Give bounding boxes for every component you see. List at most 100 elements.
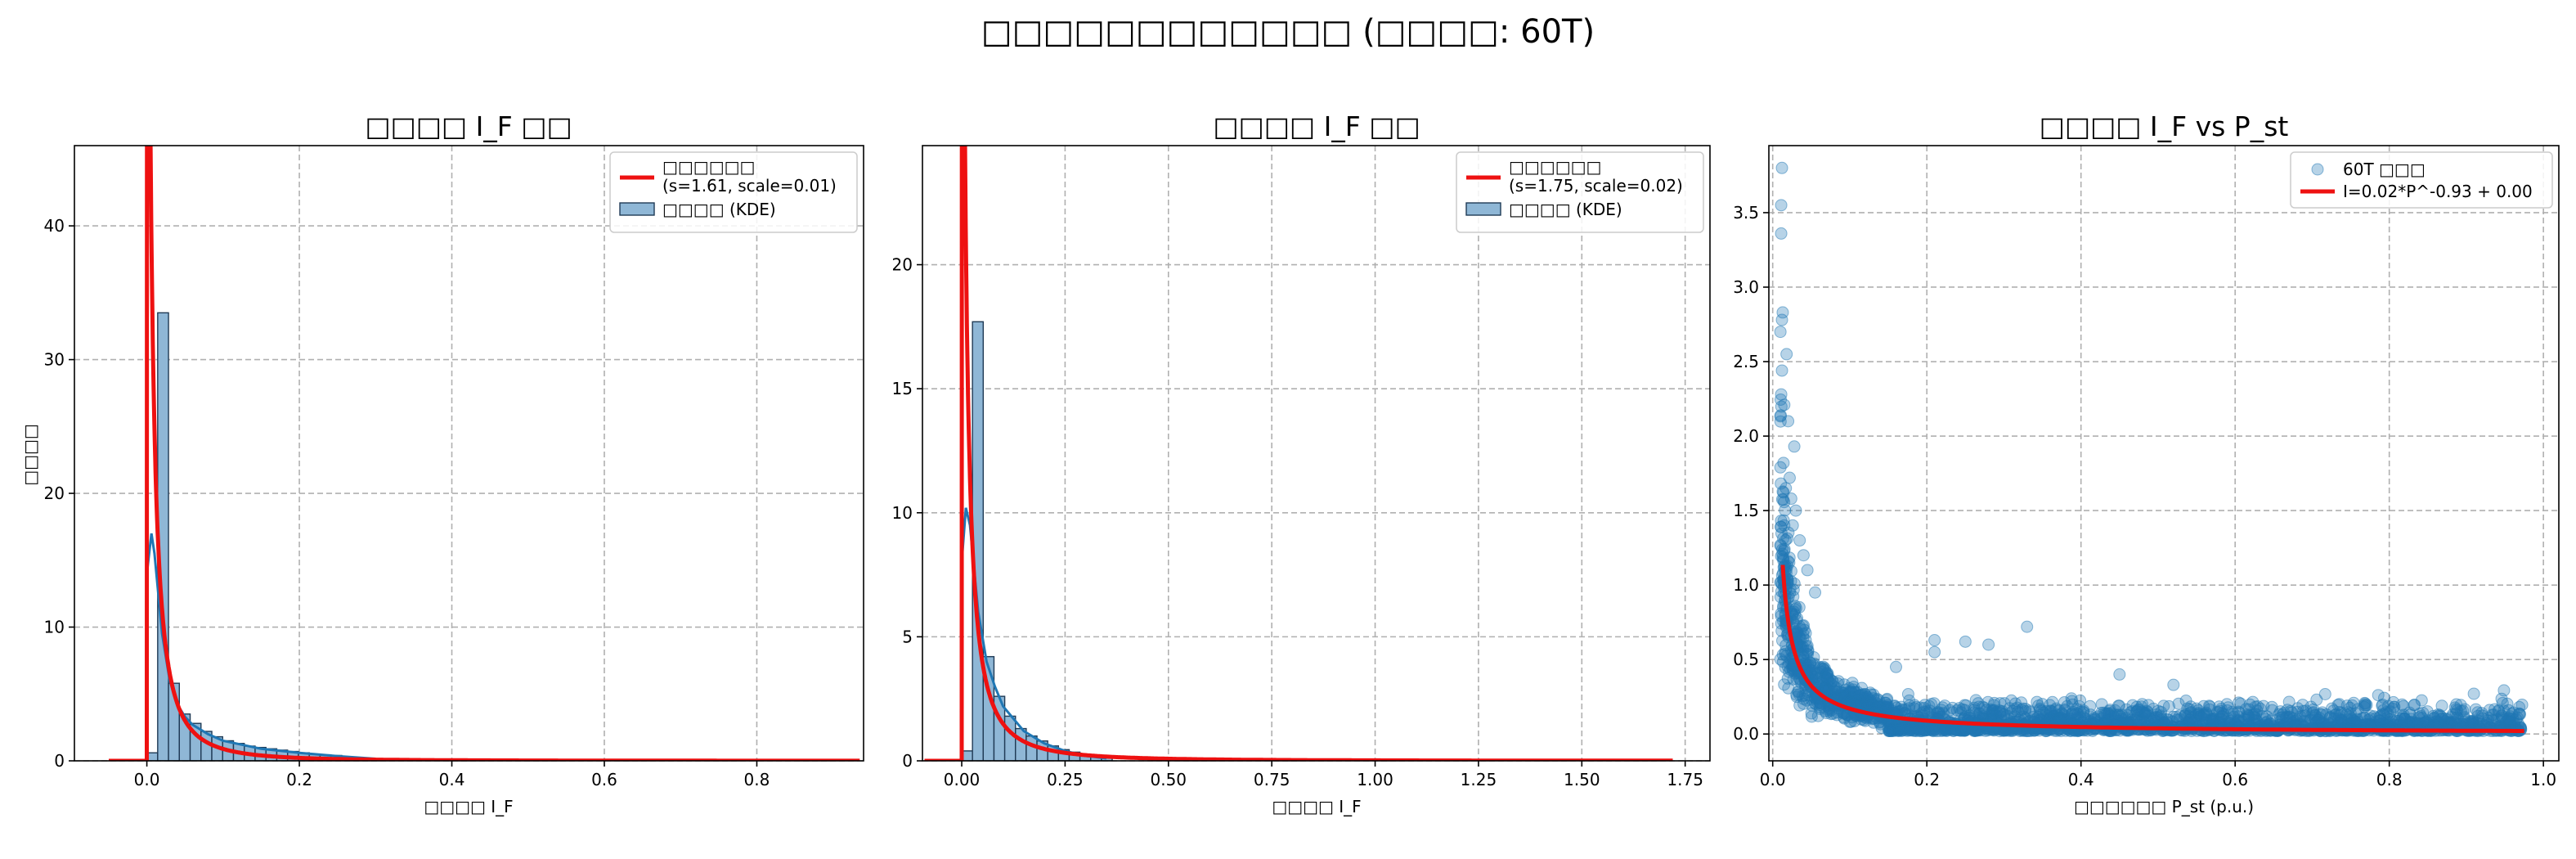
scatter-point (2287, 714, 2300, 727)
axes-frame (922, 145, 1711, 762)
scatter-point (2167, 678, 2180, 691)
scatter-point (2100, 707, 2113, 720)
scatter-point (1834, 691, 1847, 704)
scatter-point (2291, 702, 2304, 715)
scatter-point (2157, 699, 2170, 713)
x-tick-label: 1.50 (1564, 770, 1600, 789)
scatter-point (2435, 699, 2448, 713)
scatter-point (1783, 471, 1796, 484)
panel-title: □□□□ I_F vs P_st (2040, 110, 2289, 142)
scatter-point (1939, 723, 1952, 736)
scatter-point (2388, 700, 2400, 713)
scatter-point (2045, 705, 2058, 718)
x-tick-label: 1.25 (1461, 770, 1497, 789)
scatter-point (1784, 492, 1797, 506)
series-layer (1774, 161, 2529, 738)
scatter-point (2242, 709, 2255, 722)
x-axis-label: □□□□□□ P_st (p.u.) (2074, 797, 2254, 816)
figure-title: □□□□□□□□□□□□ (□□□□: 60T) (981, 13, 1595, 51)
scatter-point (1859, 688, 1872, 701)
scatter-point (2257, 699, 2270, 713)
y-tick-label: 0 (54, 751, 65, 771)
axes-frame (74, 145, 864, 762)
legend-scatter-label: 60T □□□ (2343, 160, 2426, 179)
scatter-point (1776, 648, 1789, 661)
scatter-point (2450, 698, 2463, 711)
y-tick-label: 10 (44, 618, 65, 637)
panel-title: □□□□ I_F □□ (1213, 110, 1420, 142)
scatter-point (1805, 710, 1818, 723)
scatter-point (1782, 415, 1795, 428)
axes-frame (1768, 145, 2560, 762)
scatter-point (1778, 398, 1791, 412)
legend-hist-patch (619, 202, 655, 216)
scatter-point (2344, 717, 2356, 731)
scatter-point (1789, 504, 1802, 517)
x-tick-label: 0.6 (2222, 770, 2248, 789)
scatter-point (2465, 715, 2478, 728)
histogram-bar (1015, 727, 1027, 761)
y-tick-label: 10 (892, 503, 913, 523)
scatter-point (2376, 704, 2390, 717)
scatter-point (1797, 549, 1810, 562)
y-tick-label: 15 (892, 379, 913, 398)
legend-box (609, 151, 858, 233)
scatter-point (2084, 699, 2097, 713)
scatter-point (1775, 550, 1788, 563)
scatter-point (2355, 712, 2368, 725)
scatter-point (2021, 620, 2034, 633)
x-tick-label: 1.75 (1667, 770, 1703, 789)
legend-hist-patch (1465, 202, 1501, 216)
scatter-point (1775, 227, 1788, 240)
scatter-point (1775, 161, 1788, 174)
scatter-point (2304, 713, 2318, 726)
scatter-point (1774, 326, 1787, 339)
legend-fit-label: I=0.02*P^-0.93 + 0.00 (2343, 182, 2533, 201)
legend-fit-params: (s=1.61, scale=0.01) (662, 176, 837, 196)
y-tick-label: 2.5 (1733, 352, 1759, 371)
scatter-point (2157, 716, 2170, 729)
scatter-point (1809, 586, 1822, 599)
y-tick-label: 0 (902, 751, 913, 771)
plot-area: 0.0 0.2 0.4 0.6 0.8 1.0 0.0 0.5 1.0 1.5 2.0 2.5 3.0 3… (1733, 145, 2560, 789)
plot-area: 0.0 0.2 0.4 0.6 0.8 0 10 20 30 40 (44, 145, 864, 789)
x-tick-label: 0.8 (2376, 770, 2403, 789)
x-tick-label: 0.0 (134, 770, 160, 789)
kde-line (146, 533, 376, 760)
panel-title: □□□□ I_F □□ (365, 110, 572, 142)
scatter-point (1780, 348, 1793, 361)
legend: □□□□□□(s=1.61, scale=0.01) □□□□ (KDE) (609, 151, 858, 233)
scatter-point (1915, 707, 1928, 720)
scatter-point (2112, 714, 2125, 727)
scatter-point (1775, 313, 1788, 326)
legend-fit-label: □□□□□□ (662, 157, 755, 177)
scatter-point (2345, 699, 2358, 712)
y-tick-label: 0.5 (1733, 650, 1759, 669)
scatter-point (2172, 697, 2185, 710)
legend: 60T □□□ I=0.02*P^-0.93 + 0.00 (2290, 151, 2553, 209)
legend: □□□□□□(s=1.75, scale=0.02) □□□□ (KDE) (1456, 151, 1704, 233)
scatter-point (1788, 440, 1801, 453)
scatter-point (1777, 456, 1790, 470)
legend-box (1456, 151, 1704, 233)
scatter-point (1896, 721, 1910, 734)
scatter-point (2310, 693, 2323, 706)
scatter-point (1946, 701, 1959, 714)
scatter-point (1775, 364, 1788, 377)
scatter-point (2415, 694, 2428, 707)
y-tick-label: 3.5 (1733, 203, 1759, 223)
y-tick-label: 20 (44, 483, 65, 503)
scatter-point (2067, 706, 2080, 719)
scatter-point (2467, 687, 2480, 700)
scatter-point (1928, 645, 1941, 659)
x-axis-label: □□□□ I_F (1272, 797, 1361, 816)
legend-fit-params: (s=1.75, scale=0.02) (1509, 176, 1683, 196)
scatter-point (1959, 635, 1972, 648)
y-tick-label: 30 (44, 350, 65, 370)
legend-hist-label: □□□□ (KDE) (1509, 200, 1622, 219)
scatter-point (1786, 519, 1799, 532)
scatter-point (2331, 699, 2345, 712)
scatter-point (2408, 699, 2421, 712)
scatter-point (1811, 696, 1824, 709)
scatter-point (2488, 703, 2502, 716)
